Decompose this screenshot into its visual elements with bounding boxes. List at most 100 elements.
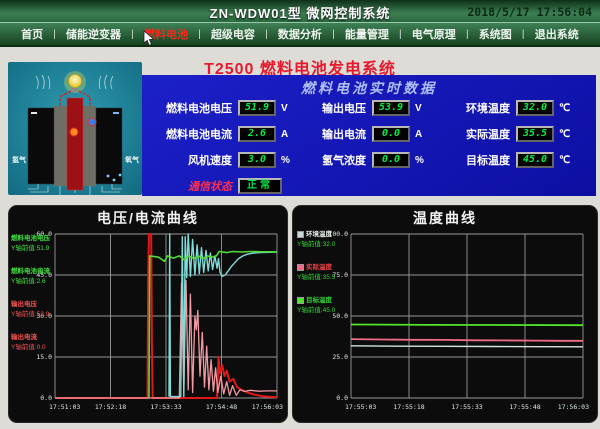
bulb-base [72, 88, 78, 92]
plate-mark [31, 112, 37, 114]
y-tick-label: 50.0 [332, 312, 348, 320]
legend-item: 实际温度 Y轴前值:35.5 [297, 263, 336, 281]
x-tick-label: 17:55:03 [345, 403, 376, 411]
voltage-current-legend: 燃料电池电压 Y轴前值:51.9 燃料电池电流 Y轴前值:2.6 输出电压 Y轴前值:53… [11, 232, 50, 364]
field-fan-speed: 风机速度 3.0 % [148, 152, 290, 168]
menu-item-data-analysis[interactable]: 数据分析 [277, 29, 322, 41]
y-tick-label: 100.0 [328, 230, 348, 238]
menu-item-fuel-cell[interactable]: 燃料电池 [143, 29, 188, 41]
field-label: 氢气浓度 [322, 155, 366, 167]
menu-separator: | [399, 28, 402, 40]
field-unit: ℃ [559, 102, 571, 114]
field-unit: A [281, 128, 289, 140]
y-tick-label: 45.0 [36, 271, 52, 279]
legend-swatch [297, 263, 304, 271]
circuit-wire [59, 90, 91, 109]
menu-separator: | [465, 28, 469, 40]
comm-status-value: 正常 [238, 178, 282, 194]
window-titlebar: ZN-WDW01型 微网控制系统 2018/5/17 17:56:04 [0, 0, 600, 22]
field-fuel-voltage: 燃料电池电压 51.9 V [148, 100, 290, 116]
series-line [168, 233, 278, 398]
field-h2-concentration: 氢气浓度 0.0 % [308, 152, 424, 168]
menu-separator: | [53, 28, 56, 40]
field-actual-temp: 实际温度 35.5 ℃ [448, 126, 570, 142]
field-unit: A [415, 128, 423, 140]
y-tick-label: 25.0 [332, 353, 348, 361]
menu-separator: | [131, 28, 134, 40]
field-label: 燃料电池电压 [166, 103, 232, 115]
series-line [350, 338, 583, 342]
x-tick-label: 17:55:48 [509, 403, 540, 411]
temperature-chart-panel: 温度曲线 环境温度 Y轴前值:32.0 实际温度 Y轴前值:35.5 目标温度 Y轴前值:… [292, 205, 598, 423]
output-voltage-value: 53.9 [372, 100, 410, 116]
menu-separator: | [521, 28, 525, 40]
legend-item: 环境温度 Y轴前值:32.0 [297, 230, 336, 248]
bulb-icon [68, 74, 82, 88]
realtime-data-panel: 燃料电池实时数据 燃料电池电压 51.9 V 燃料电池电流 2.6 A 风机速度… [142, 75, 596, 196]
temperature-chart: 100.0 75.0 50.0 25.0 0.017:55:03 17:55:18 17:5… [328, 230, 589, 411]
field-target-temp: 目标温度 45.0 ℃ [448, 152, 570, 168]
oxygen-label: 氧气 [124, 155, 139, 164]
field-label: 风机速度 [188, 155, 232, 167]
y-tick-label: 0.0 [336, 394, 348, 402]
voltage-current-chart-panel: 电压/电流曲线 燃料电池电压 Y轴前值:51.9 燃料电池电流 Y轴前值:2.6 输出电… [8, 205, 288, 423]
x-tick-label: 17:56:03 [558, 403, 589, 411]
electron-icon [87, 117, 97, 127]
field-comm-status: 通信状态 正常 [148, 178, 290, 194]
page-title: T2500 燃料电池发电系统 [204, 61, 396, 78]
field-label: 实际温度 [466, 129, 510, 141]
x-tick-label: 17:55:33 [451, 403, 482, 411]
fuel-current-value: 2.6 [238, 126, 276, 142]
menu-item-storage-inverter[interactable]: 储能逆变器 [66, 29, 122, 41]
legend-item: 输出电流 Y轴前值:0.0 [11, 334, 46, 351]
y-tick-label: 0.0 [40, 394, 52, 402]
x-tick-label: 17:56:03 [252, 403, 283, 411]
data-column-3: 环境温度 32.0 ℃ 实际温度 35.5 ℃ 目标温度 45.0 ℃ [448, 100, 570, 178]
hydrogen-label: 氢气 [12, 155, 26, 164]
fuel-cell-diagram-image: 氢气 氧气 [8, 62, 142, 195]
field-unit: V [281, 102, 288, 114]
water-drops [106, 173, 122, 182]
field-label: 燃料电池电流 [166, 129, 232, 141]
y-tick-label: 75.0 [332, 271, 348, 279]
menu-item-exit-system[interactable]: 退出系统 [534, 29, 579, 41]
y-tick-label: 30.0 [36, 312, 52, 320]
target-temp-value: 45.0 [516, 152, 554, 168]
field-label: 通信状态 [188, 181, 232, 193]
y-tick-label: 60.0 [36, 230, 52, 238]
menu-item-electrical-principle[interactable]: 电气原理 [411, 29, 456, 41]
field-unit: % [415, 154, 424, 166]
cathode-plate [95, 107, 123, 185]
legend-item: 燃料电池电流 Y轴前值:2.6 [11, 268, 50, 285]
fan-speed-value: 3.0 [238, 152, 276, 168]
y-tick-label: 15.0 [36, 353, 52, 361]
x-tick-label: 17:52:18 [95, 403, 126, 411]
voltage-current-chart: 60.0 45.0 30.0 15.0 0.017:51:03 17:52:18 17:53… [36, 230, 283, 411]
menu-item-system-diagram[interactable]: 系统图 [478, 29, 512, 41]
field-unit: % [281, 154, 290, 166]
field-fuel-current: 燃料电池电流 2.6 A [148, 126, 290, 142]
fuel-voltage-value: 51.9 [238, 100, 276, 116]
field-label: 环境温度 [466, 103, 510, 115]
legend-swatch [297, 230, 304, 238]
data-column-2: 输出电压 53.9 V 输出电流 0.0 A 氢气浓度 0.0 % [308, 100, 424, 178]
menu-item-supercapacitor[interactable]: 超级电容 [210, 29, 255, 41]
legend-item: 输出电压 Y轴前值:53.9 [11, 301, 50, 318]
datetime-display: 2018/5/17 17:56:04 [467, 5, 592, 19]
field-output-current: 输出电流 0.0 A [308, 126, 424, 142]
legend-swatch [297, 296, 304, 304]
field-output-voltage: 输出电压 53.9 V [308, 100, 424, 116]
chart-title: 温度曲线 [413, 210, 477, 226]
menu-item-home[interactable]: 首页 [21, 29, 44, 41]
output-current-value: 0.0 [372, 126, 410, 142]
menu-separator: | [198, 28, 201, 40]
legend-item: 目标温度 Y轴前值:45.0 [297, 296, 336, 314]
system-title: ZN-WDW01型 微网控制系统 [209, 6, 391, 21]
anode-plate [27, 107, 55, 185]
field-unit: ℃ [559, 154, 571, 166]
menu-item-energy-management[interactable]: 能量管理 [344, 29, 389, 41]
h2-concentration-value: 0.0 [372, 152, 410, 168]
field-unit: ℃ [559, 128, 571, 140]
membrane [66, 97, 84, 191]
field-unit: V [415, 102, 422, 114]
